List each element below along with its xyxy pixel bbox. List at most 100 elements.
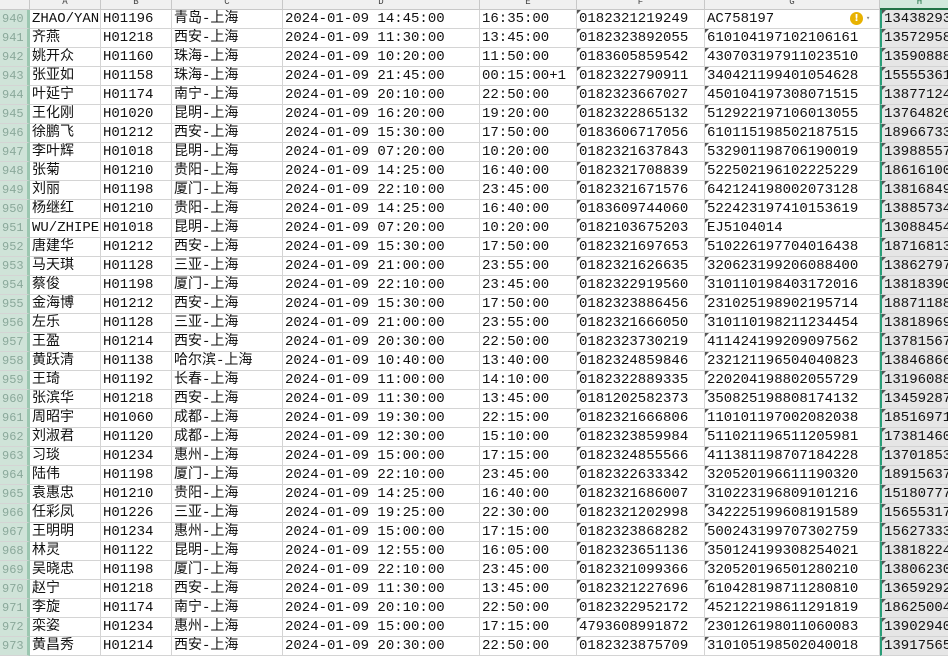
cell-A[interactable]: 金海博 — [30, 295, 101, 314]
cell-B[interactable]: H01210 — [101, 200, 172, 219]
cell-G[interactable]: 430703197911023510 — [705, 48, 880, 67]
cell-C[interactable]: 西安-上海 — [172, 637, 283, 656]
cell-D[interactable]: 2024-01-09 20:30:00 — [283, 637, 480, 656]
cell-A[interactable]: 叶延宁 — [30, 86, 101, 105]
cell-C[interactable]: 厦门-上海 — [172, 561, 283, 580]
cell-A[interactable]: 蔡俊 — [30, 276, 101, 295]
cell-H[interactable]: 13862797 — [880, 257, 948, 276]
cell-B[interactable]: H01214 — [101, 333, 172, 352]
cell-G[interactable]: 110101197002082038 — [705, 409, 880, 428]
cell-B[interactable]: H01210 — [101, 162, 172, 181]
column-header-F[interactable]: F — [577, 0, 705, 10]
cell-F[interactable]: 0182321697653 — [577, 238, 705, 257]
cell-E[interactable]: 13:45:00 — [480, 390, 577, 409]
cell-F[interactable]: 0182323859984 — [577, 428, 705, 447]
cell-A[interactable]: 黄跃清 — [30, 352, 101, 371]
cell-H[interactable]: 13659292 — [880, 580, 948, 599]
cell-A[interactable]: 徐鹏飞 — [30, 124, 101, 143]
cell-G[interactable]: 500243199707302759 — [705, 523, 880, 542]
row-header[interactable]: 969 — [0, 561, 30, 580]
cell-B[interactable]: H01234 — [101, 618, 172, 637]
cell-B[interactable]: H01122 — [101, 542, 172, 561]
cell-H[interactable]: 18625004 — [880, 599, 948, 618]
cell-D[interactable]: 2024-01-09 12:30:00 — [283, 428, 480, 447]
cell-D[interactable]: 2024-01-09 19:30:00 — [283, 409, 480, 428]
cell-B[interactable]: H01158 — [101, 67, 172, 86]
cell-H[interactable]: 18616100 — [880, 162, 948, 181]
cell-D[interactable]: 2024-01-09 14:25:00 — [283, 162, 480, 181]
cell-A[interactable]: 李旋 — [30, 599, 101, 618]
cell-E[interactable]: 16:40:00 — [480, 485, 577, 504]
cell-D[interactable]: 2024-01-09 22:10:00 — [283, 276, 480, 295]
cell-D[interactable]: 2024-01-09 22:10:00 — [283, 181, 480, 200]
cell-F[interactable]: 0181202582373 — [577, 390, 705, 409]
cell-E[interactable]: 11:50:00 — [480, 48, 577, 67]
cell-A[interactable]: 齐燕 — [30, 29, 101, 48]
cell-B[interactable]: H01234 — [101, 523, 172, 542]
cell-F[interactable]: 0182323892055 — [577, 29, 705, 48]
cell-D[interactable]: 2024-01-09 12:55:00 — [283, 542, 480, 561]
cell-C[interactable]: 昆明-上海 — [172, 542, 283, 561]
cell-E[interactable]: 13:45:00 — [480, 580, 577, 599]
cell-F[interactable]: 0183605859542 — [577, 48, 705, 67]
cell-G[interactable]: 310223196809101216 — [705, 485, 880, 504]
cell-C[interactable]: 西安-上海 — [172, 333, 283, 352]
cell-E[interactable]: 17:50:00 — [480, 295, 577, 314]
cell-D[interactable]: 2024-01-09 11:30:00 — [283, 29, 480, 48]
cell-F[interactable]: 0182323868282 — [577, 523, 705, 542]
cell-E[interactable]: 17:50:00 — [480, 238, 577, 257]
cell-H[interactable]: 18716813 — [880, 238, 948, 257]
cell-G[interactable]: 512922197106013055 — [705, 105, 880, 124]
cell-F[interactable]: 0182321202998 — [577, 504, 705, 523]
cell-C[interactable]: 贵阳-上海 — [172, 485, 283, 504]
cell-F[interactable]: 0182321686007 — [577, 485, 705, 504]
cell-A[interactable]: 王化刚 — [30, 105, 101, 124]
cell-A[interactable]: 张滨华 — [30, 390, 101, 409]
cell-C[interactable]: 惠州-上海 — [172, 447, 283, 466]
select-all-corner[interactable] — [0, 0, 30, 10]
cell-B[interactable]: H01214 — [101, 637, 172, 656]
row-header[interactable]: 970 — [0, 580, 30, 599]
cell-D[interactable]: 2024-01-09 07:20:00 — [283, 143, 480, 162]
cell-C[interactable]: 成都-上海 — [172, 428, 283, 447]
cell-G[interactable]: 350124199308254021 — [705, 542, 880, 561]
cell-A[interactable]: 栾姿 — [30, 618, 101, 637]
cell-B[interactable]: H01198 — [101, 466, 172, 485]
cell-A[interactable]: 陆伟 — [30, 466, 101, 485]
cell-H[interactable]: 13846866 — [880, 352, 948, 371]
cell-A[interactable]: 林灵 — [30, 542, 101, 561]
row-header[interactable]: 950 — [0, 200, 30, 219]
cell-E[interactable]: 00:15:00+1 — [480, 67, 577, 86]
cell-E[interactable]: 22:50:00 — [480, 86, 577, 105]
cell-H[interactable]: 13572958 — [880, 29, 948, 48]
cell-C[interactable]: 贵阳-上海 — [172, 162, 283, 181]
row-header[interactable]: 946 — [0, 124, 30, 143]
cell-A[interactable]: 李叶辉 — [30, 143, 101, 162]
cell-E[interactable]: 16:40:00 — [480, 162, 577, 181]
cell-E[interactable]: 23:45:00 — [480, 466, 577, 485]
cell-F[interactable]: 0182322790911 — [577, 67, 705, 86]
cell-B[interactable]: H01174 — [101, 86, 172, 105]
cell-E[interactable]: 16:35:00 — [480, 10, 577, 29]
cell-G[interactable]: 411424199209097562 — [705, 333, 880, 352]
column-header-H[interactable]: H — [880, 0, 948, 10]
cell-G[interactable]: 310105198502040018 — [705, 637, 880, 656]
cell-C[interactable]: 西安-上海 — [172, 29, 283, 48]
row-header[interactable]: 940 — [0, 10, 30, 29]
cell-D[interactable]: 2024-01-09 20:10:00 — [283, 599, 480, 618]
cell-F[interactable]: 0182322919560 — [577, 276, 705, 295]
cell-E[interactable]: 22:50:00 — [480, 599, 577, 618]
row-header[interactable]: 965 — [0, 485, 30, 504]
cell-B[interactable]: H01218 — [101, 390, 172, 409]
cell-C[interactable]: 西安-上海 — [172, 390, 283, 409]
cell-C[interactable]: 南宁-上海 — [172, 86, 283, 105]
cell-A[interactable]: 王琦 — [30, 371, 101, 390]
cell-B[interactable]: H01138 — [101, 352, 172, 371]
cell-D[interactable]: 2024-01-09 15:00:00 — [283, 447, 480, 466]
cell-B[interactable]: H01212 — [101, 295, 172, 314]
cell-G[interactable]: 522502196102225229 — [705, 162, 880, 181]
row-header[interactable]: 942 — [0, 48, 30, 67]
cell-C[interactable]: 哈尔滨-上海 — [172, 352, 283, 371]
row-header[interactable]: 945 — [0, 105, 30, 124]
